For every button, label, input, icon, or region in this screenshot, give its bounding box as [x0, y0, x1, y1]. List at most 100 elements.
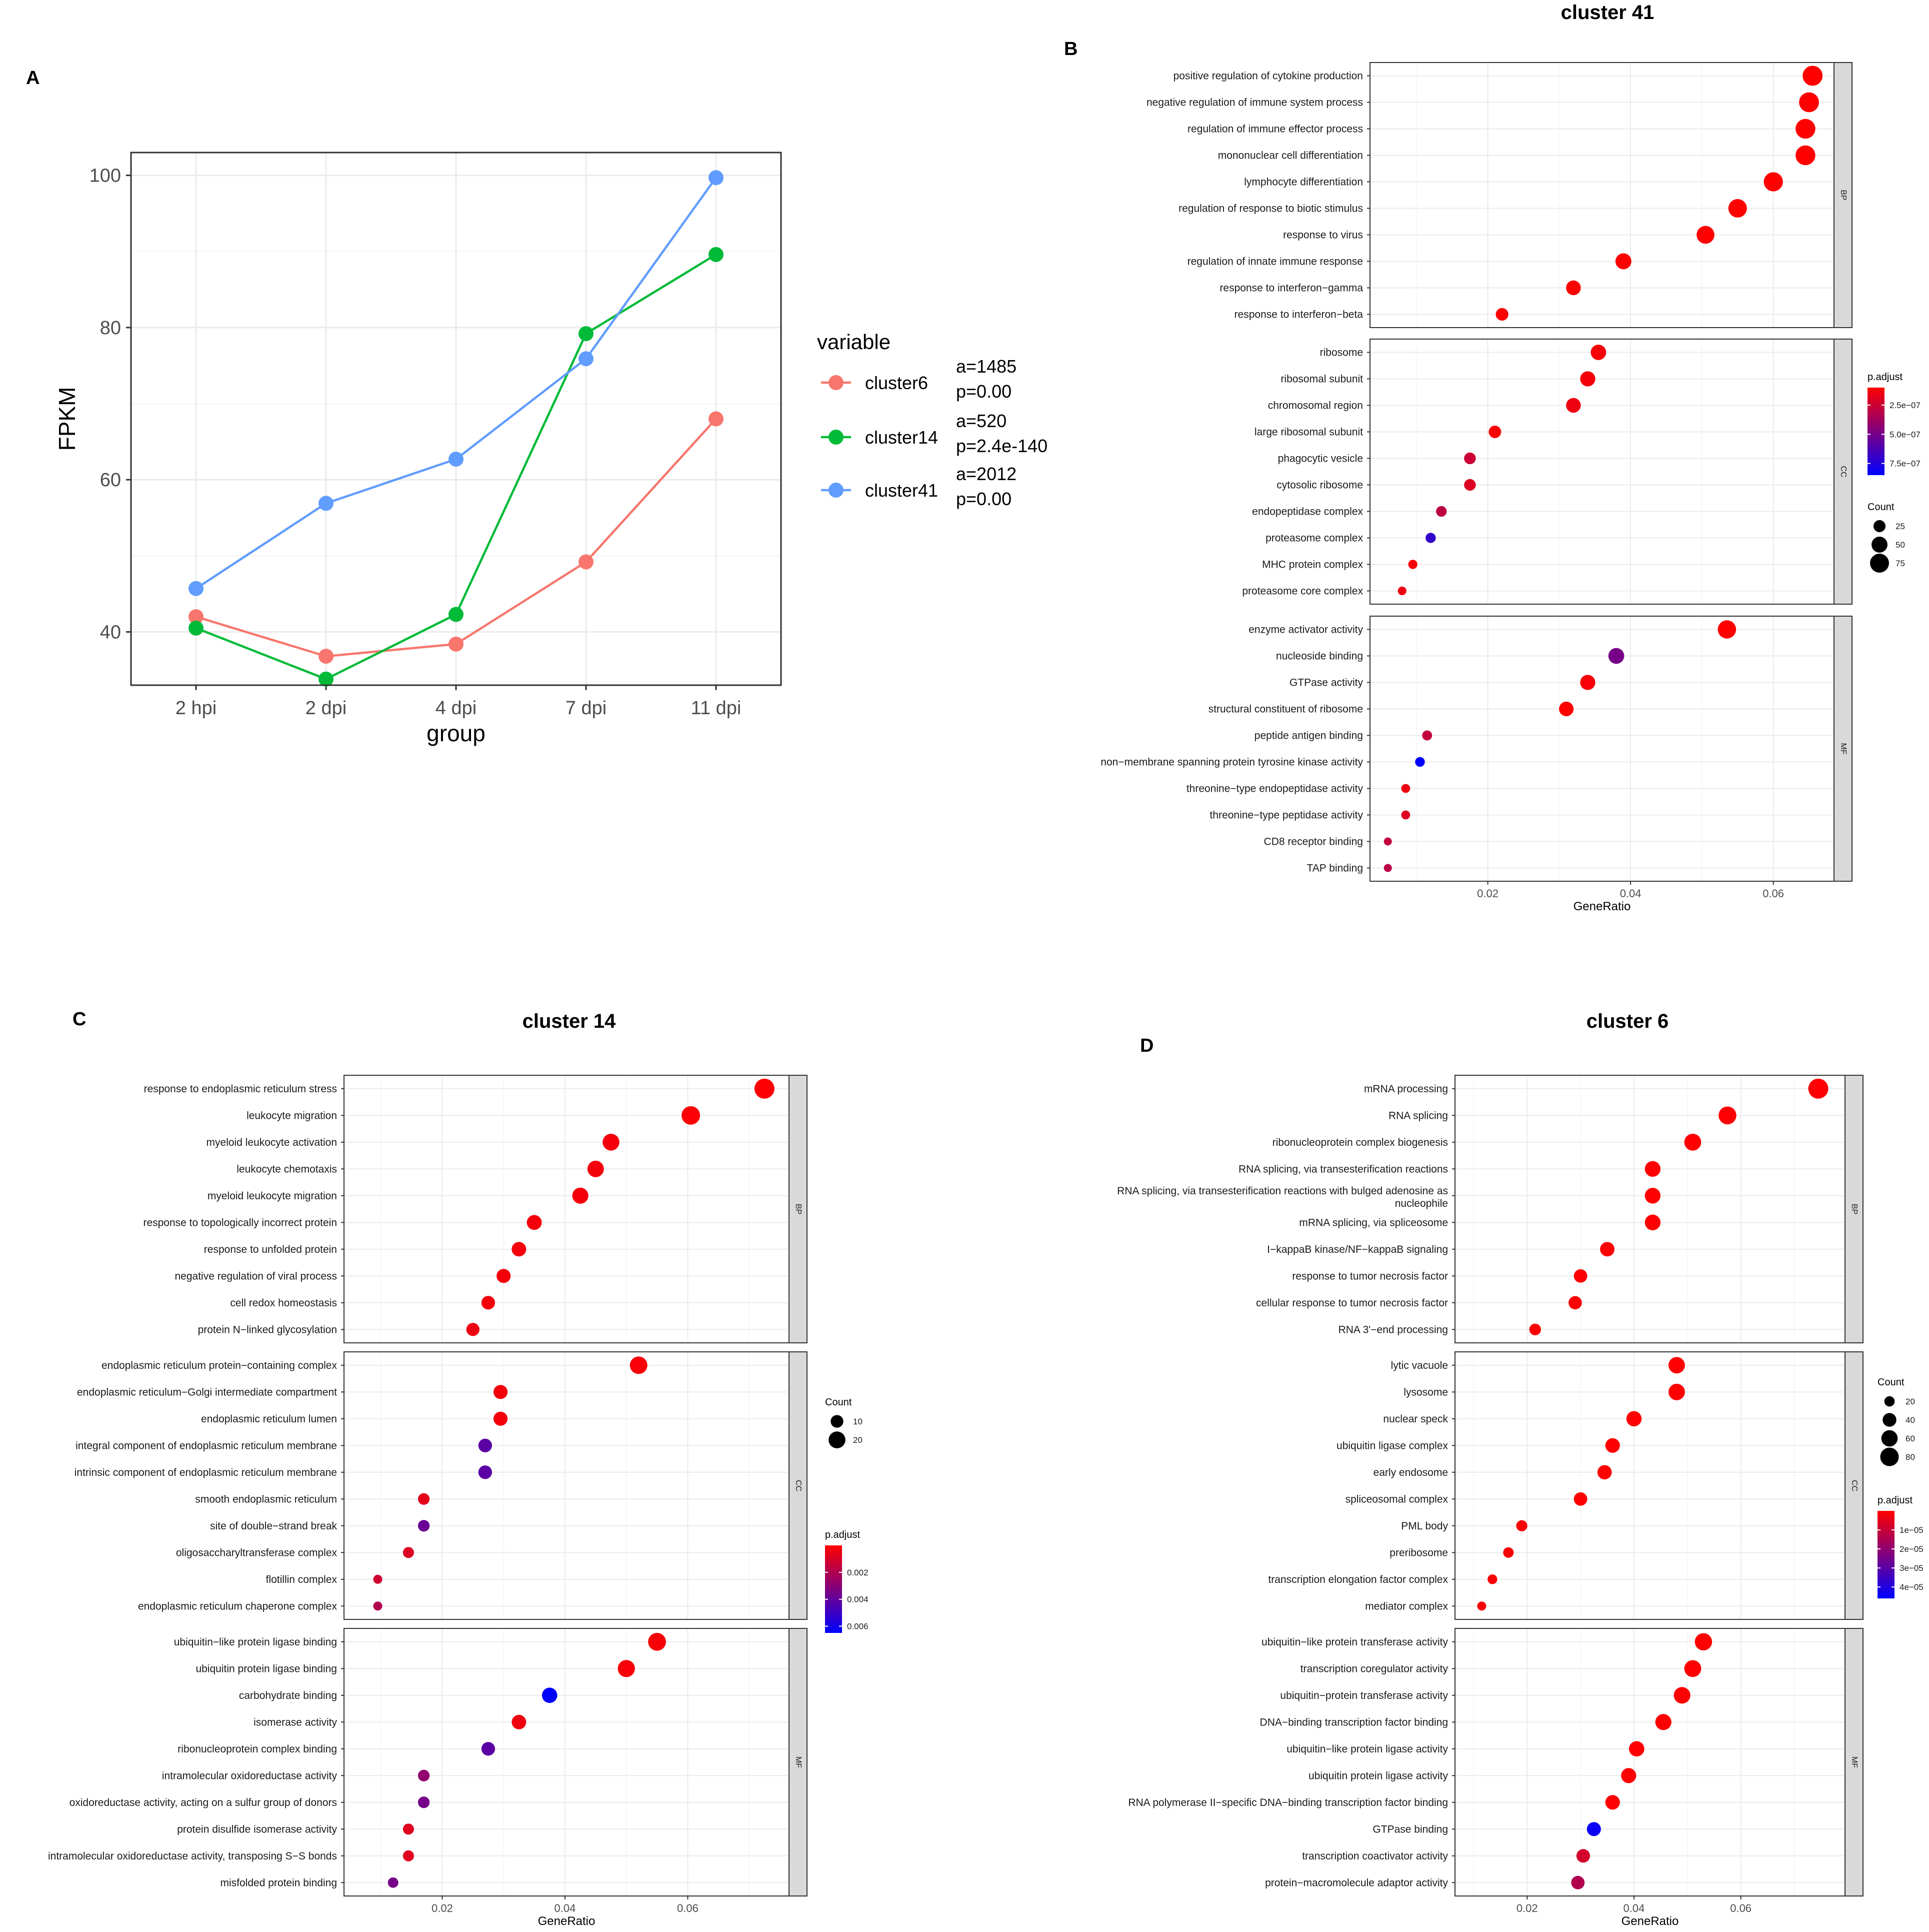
go-term-dot — [587, 1160, 604, 1177]
data-point-cluster41 — [578, 351, 594, 367]
go-term-dot — [1488, 1574, 1498, 1584]
plot-border — [130, 152, 782, 686]
x-axis-title: GeneRatio — [1622, 1914, 1679, 1928]
go-term-label: myeloid leukocyte migration — [208, 1190, 337, 1202]
go-term-dot — [1608, 648, 1624, 664]
facet-background — [1370, 339, 1834, 604]
series-a-value: a=520 — [956, 411, 1006, 431]
color-bar-label: 5.0e−07 — [1890, 430, 1920, 439]
go-term-label: enzyme activator activity — [1248, 624, 1363, 636]
go-term-label: oxidoreductase activity, acting on a sul… — [70, 1797, 337, 1808]
facet-strip — [1844, 1628, 1864, 1896]
go-term-label: oligosaccharyltransferase complex — [176, 1547, 338, 1558]
series-a-value: a=2012 — [956, 464, 1016, 484]
go-term-dot — [478, 1438, 492, 1452]
go-term-label: regulation of innate immune response — [1188, 256, 1363, 268]
size-legend-dot — [828, 1431, 846, 1448]
go-term-dot — [1694, 1633, 1712, 1651]
panel-letter: D — [1140, 1035, 1154, 1056]
go-term-label: intramolecular oxidoreductase activity, … — [48, 1850, 337, 1862]
facet-background — [344, 1628, 789, 1896]
go-term-dot — [512, 1714, 526, 1729]
go-term-label: positive regulation of cytokine producti… — [1174, 71, 1363, 82]
go-term-dot — [1398, 586, 1406, 596]
facet-background — [1455, 1628, 1845, 1896]
go-term-label: response to topologically incorrect prot… — [143, 1217, 337, 1228]
y-tick-label: 40 — [100, 622, 121, 643]
x-tick-label: 0.02 — [1516, 1902, 1538, 1914]
go-term-dot — [1628, 1741, 1644, 1757]
go-term-label: preribosome — [1390, 1547, 1448, 1558]
go-term-dot — [402, 1850, 414, 1861]
go-term-label: protein−macromolecule adaptor activity — [1265, 1877, 1448, 1888]
color-bar-label: 4e−05 — [1900, 1582, 1924, 1592]
go-term-dot — [1496, 308, 1508, 321]
go-term-label: transcription coregulator activity — [1300, 1663, 1448, 1674]
facet-strip — [788, 1075, 808, 1343]
legend-key-point — [828, 375, 844, 390]
go-term-label: smooth endoplasmic reticulum — [195, 1493, 337, 1505]
go-term-dot — [388, 1877, 398, 1888]
go-term-label: threonine−type peptidase activity — [1210, 810, 1364, 821]
go-term-dot — [493, 1385, 508, 1399]
go-term-dot — [478, 1465, 492, 1479]
data-point-cluster41 — [448, 452, 464, 467]
go-term-label: CD8 receptor binding — [1264, 836, 1363, 848]
go-term-label: flotillin complex — [266, 1574, 338, 1585]
go-term-dot — [418, 1796, 430, 1808]
go-term-label: myeloid leukocyte activation — [206, 1137, 337, 1148]
go-term-dot — [1580, 675, 1596, 690]
y-tick-label: 60 — [100, 470, 121, 491]
go-term-dot — [682, 1106, 700, 1125]
color-bar-label: 1e−05 — [1900, 1525, 1924, 1535]
legend-label: cluster6 — [865, 373, 928, 393]
go-term-label: RNA 3'−end processing — [1338, 1324, 1448, 1335]
facet-background — [344, 1075, 789, 1343]
go-term-label: ubiquitin ligase complex — [1336, 1440, 1448, 1451]
go-term-label: ribosomal subunit — [1280, 374, 1363, 385]
go-term-label: response to tumor necrosis factor — [1292, 1270, 1448, 1282]
data-point-cluster6 — [318, 649, 334, 664]
color-legend-title: p.adjust — [1878, 1495, 1912, 1506]
go-term-label: MHC protein complex — [1262, 559, 1363, 571]
size-legend-label: 60 — [1906, 1434, 1915, 1443]
go-term-label: GTPase activity — [1290, 677, 1364, 689]
size-legend-label: 50 — [1896, 540, 1905, 550]
x-tick-label: 11 dpi — [691, 698, 742, 719]
data-point-cluster14 — [708, 247, 724, 262]
go-term-label: endoplasmic reticulum protein−containing… — [102, 1360, 338, 1371]
go-term-dot — [512, 1242, 526, 1257]
go-term-label: isomerase activity — [254, 1716, 337, 1728]
go-term-label: lytic vacuole — [1391, 1360, 1448, 1371]
go-term-dot — [481, 1296, 496, 1310]
go-term-label: lysosome — [1404, 1386, 1448, 1398]
go-term-label: chromosomal region — [1268, 400, 1363, 412]
go-term-label: nuclear speck — [1383, 1413, 1448, 1425]
color-bar-label: 3e−05 — [1900, 1563, 1924, 1573]
facet-strip-label: BP — [1839, 190, 1848, 200]
go-term-label: I−kappaB kinase/NF−kappaB signaling — [1267, 1244, 1448, 1255]
legend-label: cluster41 — [865, 480, 938, 501]
go-term-dot — [648, 1632, 666, 1651]
facet-strip-label: CC — [794, 1480, 802, 1491]
go-term-dot — [1568, 1296, 1582, 1310]
go-term-dot — [1718, 1106, 1736, 1125]
color-bar — [1878, 1511, 1894, 1598]
go-term-label: integral component of endoplasmic reticu… — [76, 1440, 337, 1451]
panel-a-line-chart: A 40 60 80 100 2 hpi 2 dpi 4 dpi 7 dpi 11 dpi grou… — [26, 68, 1048, 746]
go-term-label: ubiquitin−like protein ligase binding — [174, 1636, 337, 1648]
facet-strip — [1834, 339, 1852, 605]
go-term-dot — [1436, 506, 1447, 517]
size-legend-title: Count — [1878, 1377, 1904, 1388]
go-term-dot — [496, 1269, 511, 1283]
go-term-label: phagocytic vesicle — [1278, 453, 1363, 465]
go-term-label: PML body — [1401, 1520, 1448, 1532]
color-bar-label: 2e−05 — [1900, 1544, 1924, 1554]
x-tick-label: 4 dpi — [436, 698, 476, 719]
go-term-dot — [1600, 1242, 1614, 1257]
go-term-dot — [1384, 837, 1392, 846]
go-term-label: ribonucleoprotein complex binding — [178, 1743, 337, 1755]
facet-strip — [1834, 616, 1852, 882]
